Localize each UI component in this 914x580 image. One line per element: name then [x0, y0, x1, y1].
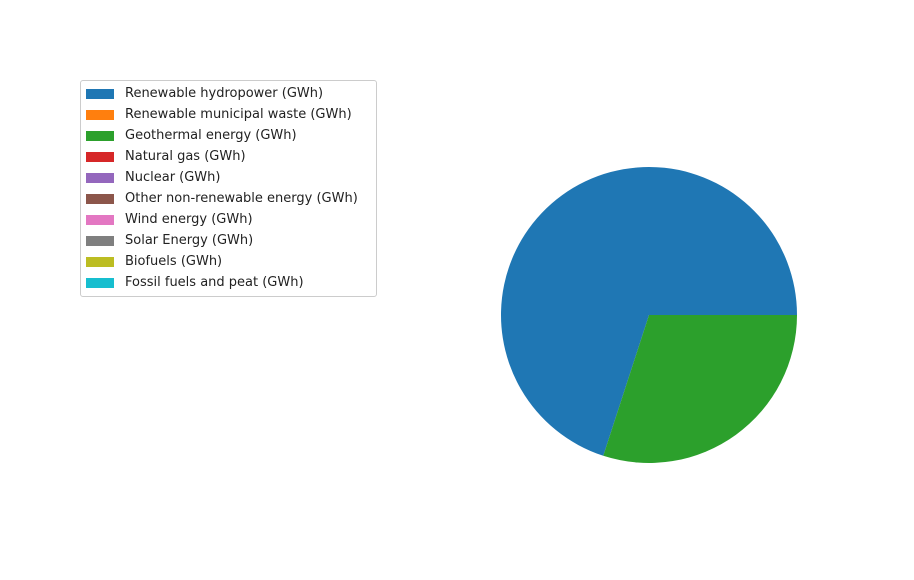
- legend-swatch: [86, 151, 114, 162]
- legend-swatch: [86, 277, 114, 288]
- legend-item: Fossil fuels and peat (GWh): [81, 272, 376, 293]
- legend: Renewable hydropower (GWh) Renewable muni…: [80, 80, 377, 297]
- legend-swatch: [86, 130, 114, 141]
- pie-slice: [501, 167, 797, 456]
- legend-label: Fossil fuels and peat (GWh): [125, 275, 304, 290]
- legend-label: Solar Energy (GWh): [125, 233, 254, 248]
- legend-label: Geothermal energy (GWh): [125, 128, 297, 143]
- legend-swatch: [86, 193, 114, 204]
- legend-item: Renewable municipal waste (GWh): [81, 104, 376, 125]
- legend-swatch: [86, 88, 114, 99]
- legend-label: Renewable municipal waste (GWh): [125, 107, 352, 122]
- legend-item: Renewable hydropower (GWh): [81, 83, 376, 104]
- legend-label: Renewable hydropower (GWh): [125, 86, 324, 101]
- legend-item: Wind energy (GWh): [81, 209, 376, 230]
- legend-swatch: [86, 172, 114, 183]
- legend-label: Nuclear (GWh): [125, 170, 221, 185]
- legend-swatch: [86, 235, 114, 246]
- legend-label: Biofuels (GWh): [125, 254, 223, 269]
- legend-label: Wind energy (GWh): [125, 212, 253, 227]
- legend-swatch: [86, 256, 114, 267]
- legend-item: Natural gas (GWh): [81, 146, 376, 167]
- legend-swatch: [86, 214, 114, 225]
- legend-item: Geothermal energy (GWh): [81, 125, 376, 146]
- legend-item: Nuclear (GWh): [81, 167, 376, 188]
- legend-item: Other non-renewable energy (GWh): [81, 188, 376, 209]
- legend-label: Natural gas (GWh): [125, 149, 246, 164]
- legend-label: Other non-renewable energy (GWh): [125, 191, 358, 206]
- pie-slice: [603, 315, 797, 463]
- legend-item: Solar Energy (GWh): [81, 230, 376, 251]
- legend-swatch: [86, 109, 114, 120]
- legend-item: Biofuels (GWh): [81, 251, 376, 272]
